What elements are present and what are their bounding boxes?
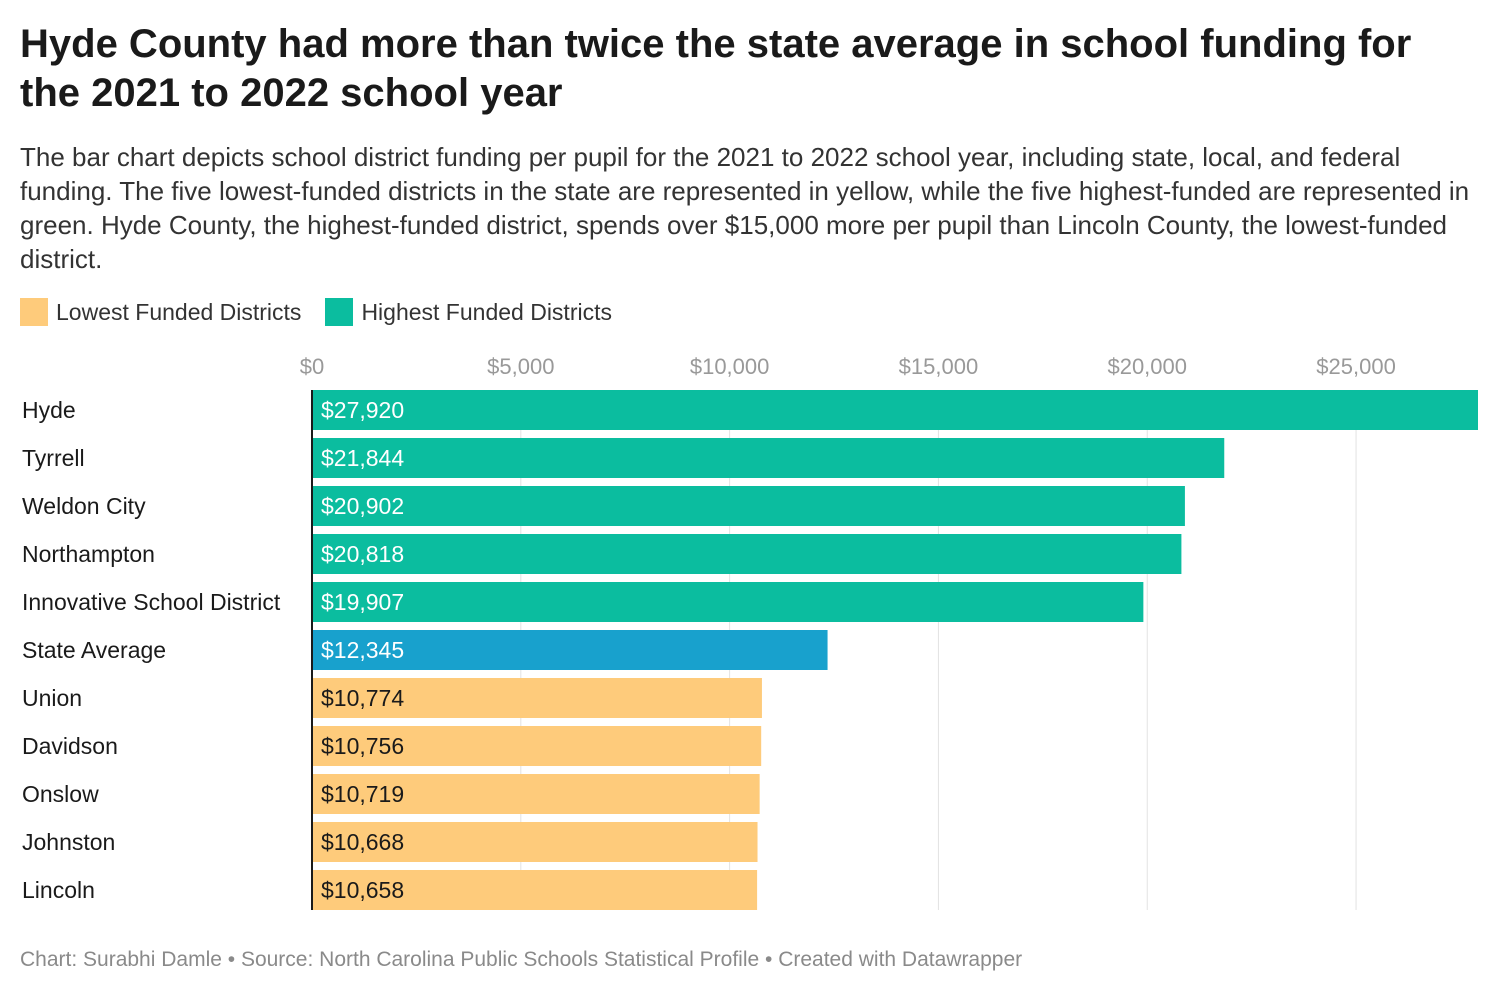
value-label: $19,907 xyxy=(321,589,404,615)
legend-swatch-highest xyxy=(325,298,354,326)
category-label: Weldon City xyxy=(22,493,146,519)
legend-swatch-lowest xyxy=(20,298,48,326)
bar xyxy=(312,870,758,910)
x-tick-label: $25,000 xyxy=(1316,354,1396,379)
legend-item-highest: Highest Funded Districts xyxy=(325,298,612,326)
value-label: $10,658 xyxy=(321,877,404,903)
x-tick-label: $5,000 xyxy=(487,354,554,379)
bar xyxy=(312,582,1144,622)
bar xyxy=(312,534,1182,574)
bar xyxy=(312,438,1225,478)
value-label: $27,920 xyxy=(321,397,404,423)
x-tick-label: $20,000 xyxy=(1107,354,1187,379)
category-label: Union xyxy=(22,685,82,711)
x-tick-label: $0 xyxy=(300,354,324,379)
bar xyxy=(312,678,762,718)
bar xyxy=(312,486,1185,526)
value-label: $20,818 xyxy=(321,541,404,567)
category-label: Hyde xyxy=(22,397,76,423)
legend-label-lowest: Lowest Funded Districts xyxy=(56,298,302,325)
bar xyxy=(312,774,760,814)
value-label: $10,774 xyxy=(321,685,404,711)
chart-title: Hyde County had more than twice the stat… xyxy=(20,22,1412,115)
x-tick-label: $15,000 xyxy=(899,354,979,379)
bar xyxy=(312,726,762,766)
value-label: $12,345 xyxy=(321,637,404,663)
category-label: Northampton xyxy=(22,541,155,567)
value-label: $10,719 xyxy=(321,781,404,807)
category-label: Davidson xyxy=(22,733,118,759)
legend-label-highest: Highest Funded Districts xyxy=(361,298,612,325)
bar xyxy=(312,822,758,862)
category-label: Onslow xyxy=(22,781,99,807)
legend-item-lowest: Lowest Funded Districts xyxy=(20,298,301,326)
bar xyxy=(312,630,828,670)
value-label: $10,756 xyxy=(321,733,404,759)
value-label: $20,902 xyxy=(321,493,404,519)
value-label: $10,668 xyxy=(321,829,404,855)
chart-subtitle: The bar chart depicts school district fu… xyxy=(20,142,1470,274)
legend: Lowest Funded Districts Highest Funded D… xyxy=(20,298,612,326)
category-label: State Average xyxy=(22,637,166,663)
bar xyxy=(312,390,1478,430)
value-label: $21,844 xyxy=(321,445,404,471)
category-label: Innovative School District xyxy=(22,589,281,615)
chart-footer-credits: Chart: Surabhi Damle • Source: North Car… xyxy=(20,948,1023,971)
category-label: Lincoln xyxy=(22,877,95,903)
category-label: Johnston xyxy=(22,829,115,855)
x-tick-label: $10,000 xyxy=(690,354,770,379)
category-label: Tyrrell xyxy=(22,445,85,471)
bar-chart: $0 $5,000 $10,000 $15,000 $20,000 $25,000 Hyde… xyxy=(22,354,1478,910)
